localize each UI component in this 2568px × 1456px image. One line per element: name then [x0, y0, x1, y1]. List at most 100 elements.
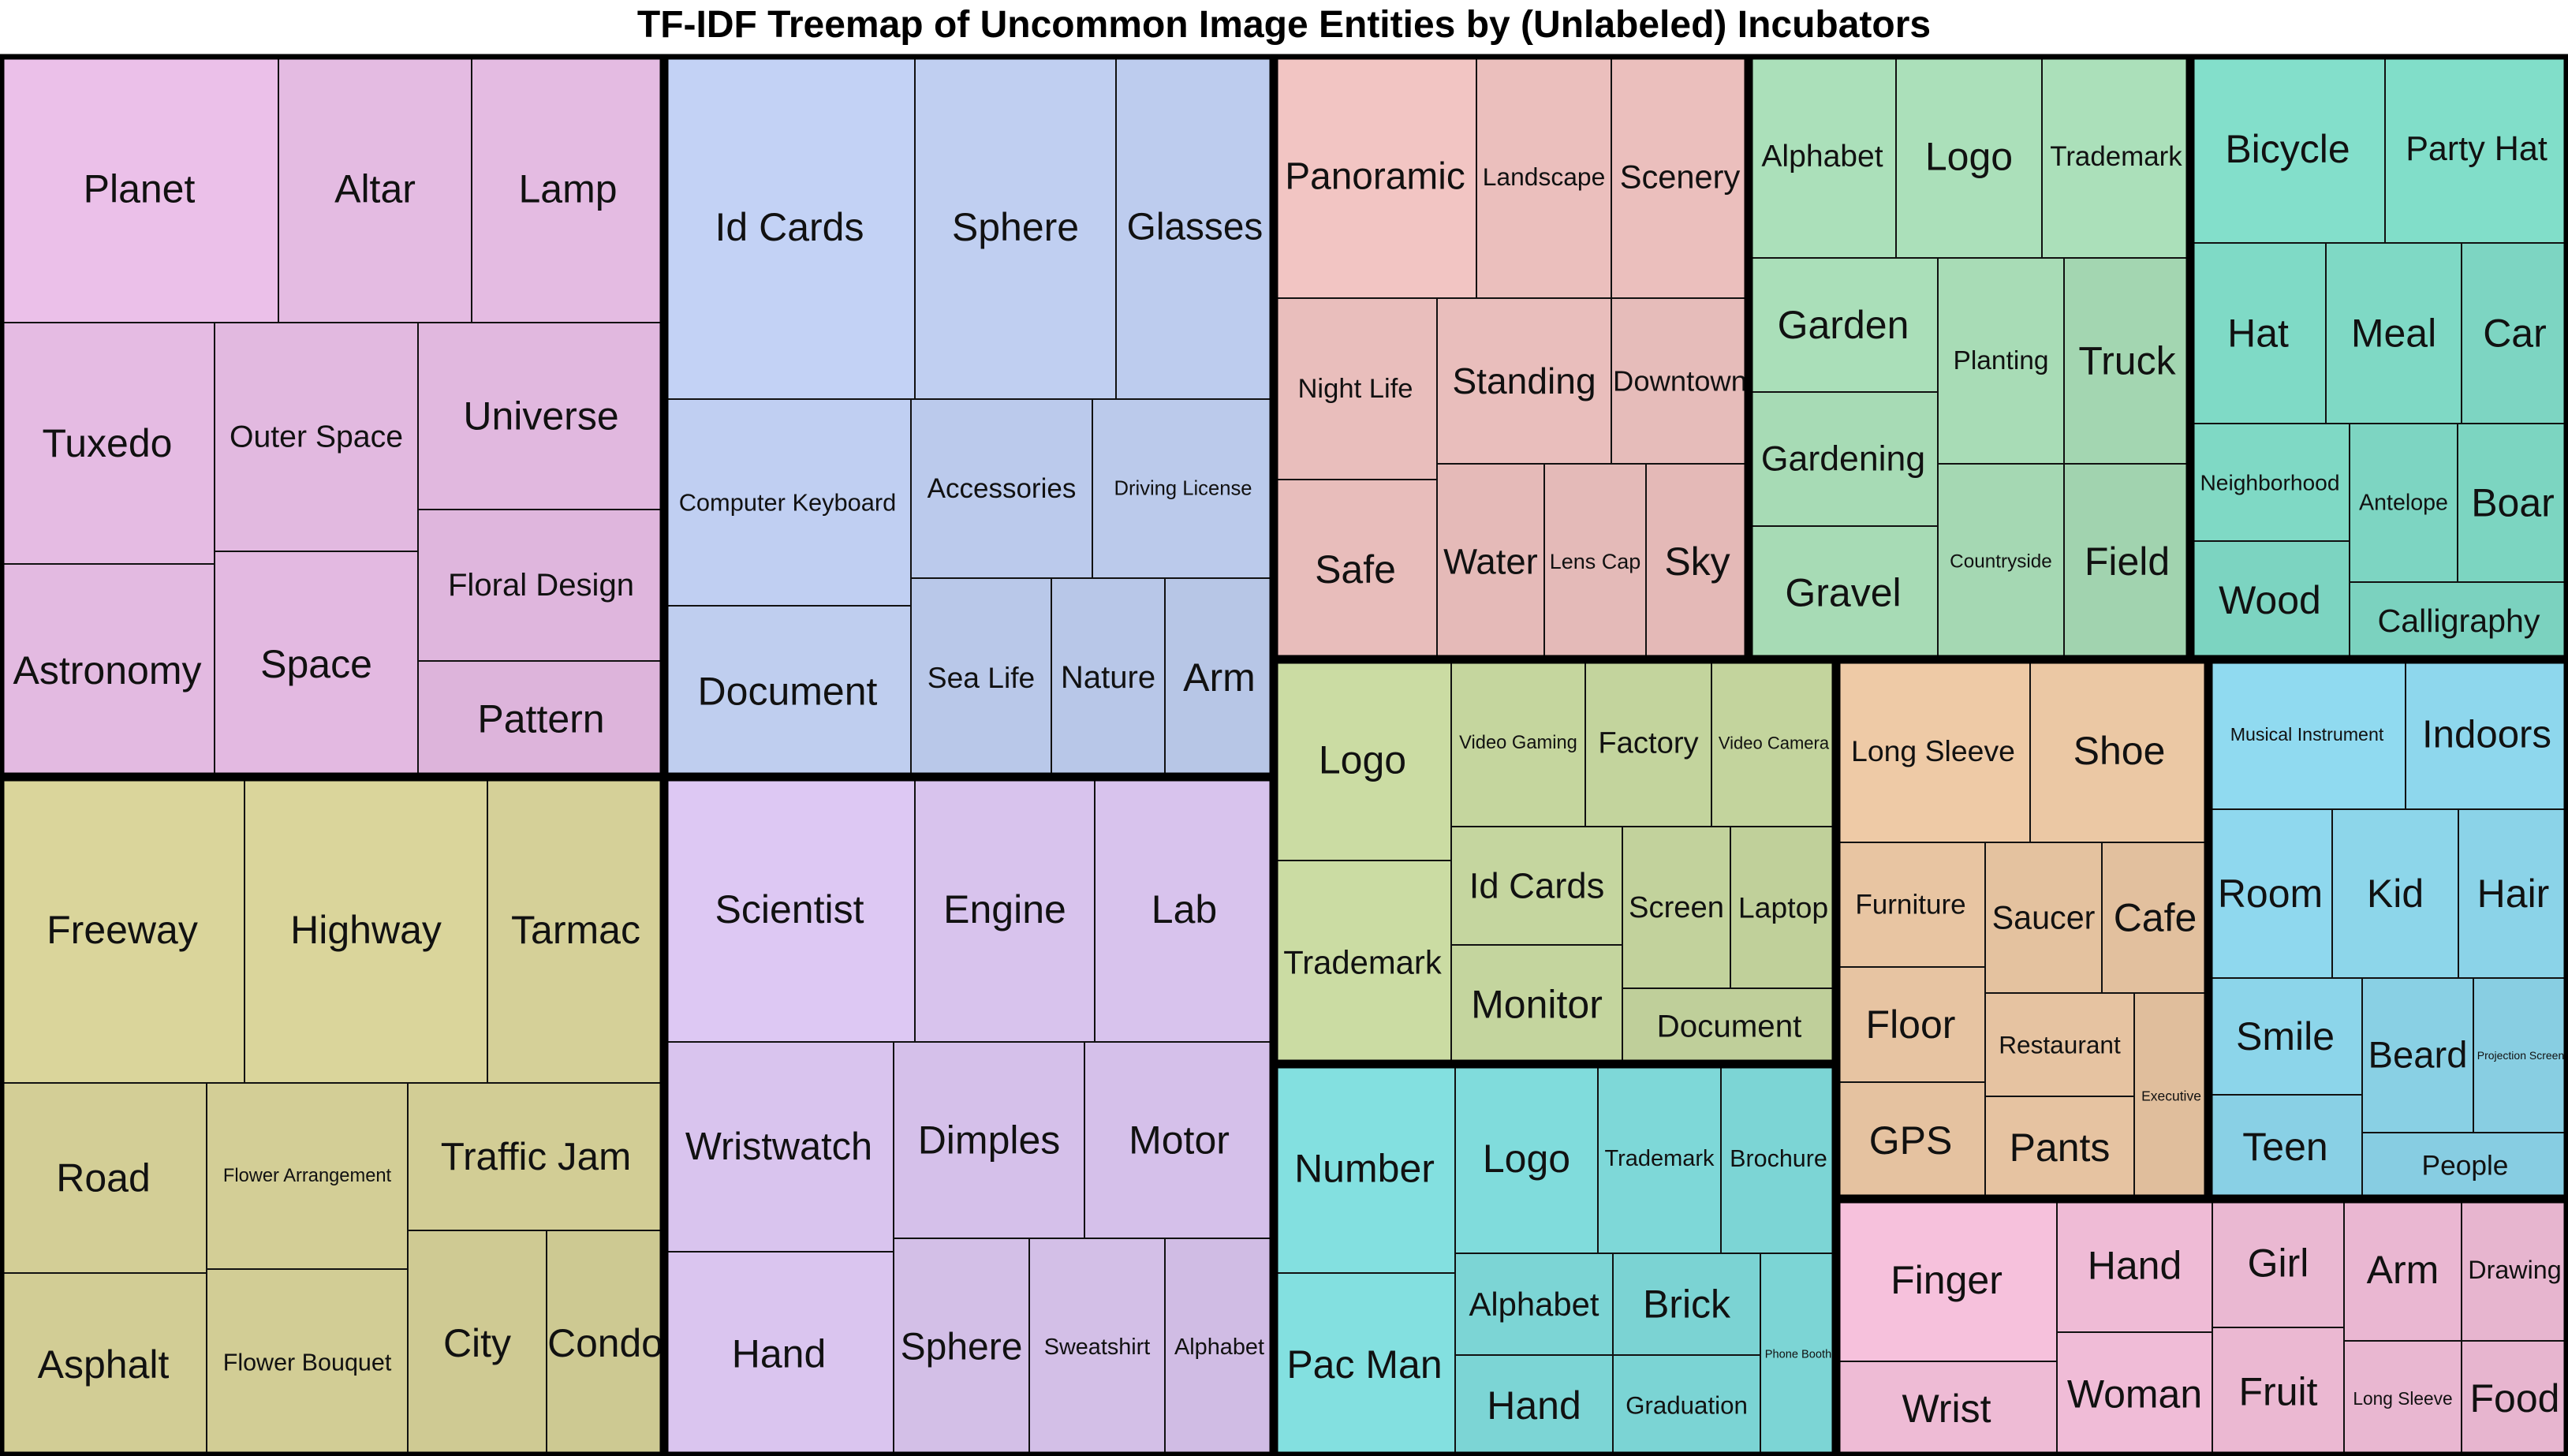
- treemap-cell-hand: [1454, 1354, 1614, 1456]
- treemap-label-beard: Beard: [2368, 1035, 2468, 1077]
- treemap-label-road: Road: [56, 1156, 151, 1200]
- treemap-cell-furniture: [1835, 842, 1986, 968]
- treemap-label-indoors: Indoors: [2422, 713, 2551, 756]
- treemap-cell-highway: [244, 776, 488, 1084]
- treemap-cell-arm: [2343, 1198, 2462, 1342]
- treemap-label-hand: Hand: [732, 1332, 827, 1376]
- treemap-label-id-cards: Id Cards: [1469, 866, 1605, 906]
- treemap-label-people: People: [2422, 1151, 2509, 1182]
- treemap-label-teen: Teen: [2242, 1125, 2327, 1169]
- treemap-label-projection-screen: Projection Screen: [2477, 1049, 2565, 1062]
- treemap-label-gps: GPS: [1869, 1118, 1953, 1163]
- treemap-label-calligraphy: Calligraphy: [2377, 603, 2540, 639]
- treemap-cell-saucer: [1984, 842, 2103, 994]
- treemap-cell-boar: [2457, 423, 2568, 583]
- treemap-label-document: Document: [1657, 1009, 1802, 1044]
- treemap-label-freeway: Freeway: [47, 908, 198, 952]
- treemap-label-cafe: Cafe: [2114, 896, 2197, 940]
- treemap-label-car: Car: [2483, 312, 2547, 356]
- treemap-label-traffic-jam: Traffic Jam: [441, 1135, 632, 1178]
- treemap-cell-sky: [1645, 463, 1749, 660]
- treemap-cell-fruit: [2212, 1327, 2345, 1456]
- treemap-label-glasses: Glasses: [1127, 207, 1263, 248]
- treemap-label-night-life: Night Life: [1297, 374, 1413, 404]
- treemap-label-floor: Floor: [1866, 1002, 1956, 1047]
- treemap-cell-tarmac: [487, 776, 665, 1084]
- treemap-label-hand: Hand: [1487, 1383, 1581, 1428]
- treemap-cells: Planet Altar Lamp Tuxedo Outer Space Universe…: [0, 54, 2568, 1456]
- treemap-label-executive: Executive: [2141, 1088, 2201, 1104]
- treemap-cell-monitor: [1450, 944, 1623, 1065]
- treemap-cell-planting: [1937, 257, 2065, 465]
- treemap-label-musical-instrument: Musical Instrument: [2230, 724, 2384, 745]
- treemap-cell-sphere: [914, 54, 1117, 400]
- treemap-label-scenery: Scenery: [1620, 159, 1741, 196]
- treemap-label-lens-cap: Lens Cap: [1550, 550, 1641, 573]
- treemap-label-furniture: Furniture: [1855, 890, 1965, 920]
- chart-title: TF-IDF Treemap of Uncommon Image Entitie…: [636, 4, 1932, 46]
- treemap-group-border-2: [663, 54, 1275, 778]
- treemap-cell-lamp: [471, 54, 665, 323]
- treemap-cell-trademark: [1597, 1063, 1722, 1254]
- treemap-label-woman: Woman: [2067, 1372, 2202, 1417]
- treemap-label-flower-arrangement: Flower Arrangement: [223, 1166, 392, 1186]
- treemap-label-pattern: Pattern: [477, 697, 604, 741]
- treemap-cell-space: [214, 551, 419, 778]
- treemap-label-sea-life: Sea Life: [928, 661, 1035, 694]
- treemap-label-sky: Sky: [1664, 539, 1730, 584]
- treemap-cell-drawing: [2461, 1198, 2568, 1342]
- treemap-label-saucer: Saucer: [1992, 900, 2096, 936]
- treemap-label-number: Number: [1294, 1147, 1435, 1191]
- treemap-label-driving-license: Driving License: [1114, 478, 1252, 500]
- treemap-label-engine: Engine: [943, 887, 1066, 931]
- treemap-cell-laptop: [1730, 826, 1837, 989]
- treemap-label-altar: Altar: [334, 167, 416, 211]
- treemap-cell-trademark: [2041, 54, 2191, 259]
- treemap-group-border-1: [0, 54, 666, 778]
- treemap-label-sphere: Sphere: [901, 1327, 1023, 1368]
- treemap-label-pac-man: Pac Man: [1286, 1342, 1442, 1387]
- treemap-label-panoramic: Panoramic: [1285, 156, 1465, 198]
- treemap-label-gravel: Gravel: [1785, 571, 1901, 615]
- treemap-cell-hair: [2458, 808, 2568, 979]
- treemap-label-screen: Screen: [1629, 890, 1724, 924]
- treemap-label-tuxedo: Tuxedo: [43, 421, 173, 465]
- treemap-cell-calligraphy: [2349, 581, 2568, 660]
- treemap-group-border-6: [0, 775, 666, 1456]
- treemap-label-logo: Logo: [1483, 1137, 1570, 1181]
- treemap-label-flower-bouquet: Flower Bouquet: [223, 1350, 392, 1376]
- treemap-label-boar: Boar: [2471, 481, 2555, 525]
- treemap-group-border-10: [1272, 1062, 1838, 1456]
- treemap-cell-outer-space: [214, 322, 419, 552]
- treemap-label-truck: Truck: [2078, 339, 2176, 383]
- treemap-label-lab: Lab: [1151, 887, 1217, 931]
- treemap-label-arm: Arm: [1183, 655, 1256, 700]
- treemap-cell-factory: [1584, 659, 1712, 827]
- treemap-label-smile: Smile: [2236, 1014, 2335, 1058]
- treemap-cell-room: [2208, 808, 2333, 979]
- treemap-label-video-camera: Video Camera: [1719, 734, 1830, 753]
- treemap-label-tarmac: Tarmac: [511, 908, 640, 952]
- treemap-group-border-9: [1835, 658, 2210, 1200]
- treemap-label-fruit: Fruit: [2239, 1370, 2318, 1414]
- treemap-cell-finger: [1835, 1198, 2058, 1362]
- treemap-cell-driving-license: [1092, 398, 1275, 579]
- treemap-cell-astronomy: [0, 563, 215, 778]
- treemap-label-downtown: Downtown: [1613, 365, 1747, 398]
- treemap-label-planting: Planting: [1953, 346, 2048, 375]
- treemap-cell-food: [2461, 1340, 2568, 1456]
- treemap-cell-sea-life: [910, 577, 1052, 778]
- treemap-cell-countryside: [1937, 463, 2065, 660]
- treemap-cell-sphere: [893, 1238, 1030, 1456]
- treemap-cell-sweatshirt: [1028, 1238, 1166, 1456]
- treemap-label-arm: Arm: [2367, 1248, 2439, 1292]
- treemap-cell-phone-booth: [1760, 1253, 1837, 1456]
- treemap-label-logo: Logo: [1319, 738, 1406, 782]
- treemap-cell-lab: [1094, 776, 1275, 1043]
- treemap-label-bicycle: Bicycle: [2225, 127, 2350, 171]
- treemap-cell-alphabet: [1164, 1238, 1275, 1456]
- treemap-cell-universe: [417, 322, 665, 510]
- treemap-label-food: Food: [2470, 1376, 2560, 1421]
- treemap-cell-gardening: [1748, 391, 1939, 527]
- treemap-cell-night-life: [1273, 297, 1438, 480]
